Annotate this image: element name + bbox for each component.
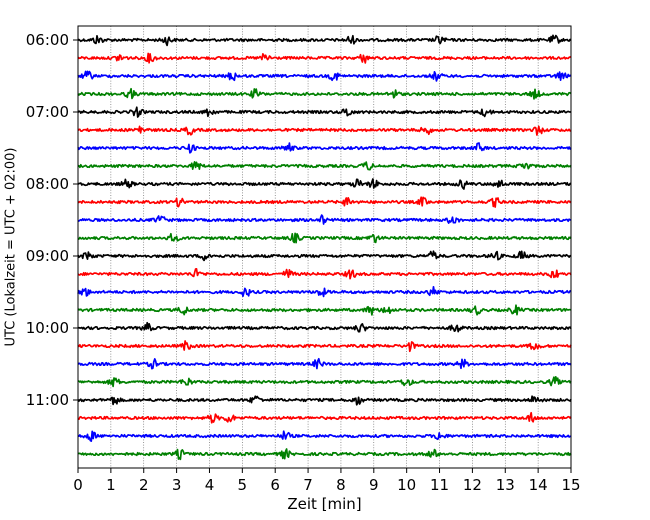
x-tick-label: 5 xyxy=(238,476,248,494)
x-tick-label: 10 xyxy=(397,476,416,494)
trace-1130 xyxy=(77,430,572,442)
y-tick-label: 11:00 xyxy=(26,391,69,409)
traces xyxy=(77,34,572,461)
x-tick-label: 7 xyxy=(303,476,313,494)
grid-lines xyxy=(110,26,539,468)
x-tick-label: 14 xyxy=(529,476,548,494)
trace-0715 xyxy=(77,125,572,136)
y-axis-label: UTC (Lokalzeit = UTC + 02:00) xyxy=(4,148,19,347)
y-axis: 06:00 07:00 08:00 09:00 10:00 11:00 xyxy=(26,31,78,409)
trace-0615 xyxy=(77,52,572,64)
trace-0945 xyxy=(77,304,572,316)
plot-frame xyxy=(77,25,572,469)
x-tick-label: 13 xyxy=(496,476,515,494)
trace-1045 xyxy=(77,376,572,388)
trace-0645 xyxy=(77,87,572,100)
x-tick-label: 15 xyxy=(561,476,580,494)
trace-0630 xyxy=(77,70,572,82)
y-tick-label: 09:00 xyxy=(26,247,69,265)
trace-1100 xyxy=(77,395,572,406)
trace-0815 xyxy=(77,196,572,208)
trace-1030 xyxy=(77,357,572,370)
x-tick-label: 6 xyxy=(270,476,280,494)
x-tick-label: 9 xyxy=(369,476,379,494)
x-tick-label: 12 xyxy=(463,476,482,494)
trace-0830 xyxy=(78,214,571,225)
trace-1000 xyxy=(77,321,572,333)
trace-0900 xyxy=(77,250,572,262)
trace-0915 xyxy=(77,268,572,280)
trace-0600 xyxy=(77,34,572,47)
x-axis: 0 1 2 3 4 5 6 7 8 9 10 11 12 13 14 15 xyxy=(73,468,581,494)
trace-1145 xyxy=(77,448,572,461)
x-axis-label: Zeit [min] xyxy=(287,495,361,513)
x-tick-label: 3 xyxy=(172,476,182,494)
trace-0930 xyxy=(77,285,572,298)
y-tick-label: 06:00 xyxy=(26,31,69,49)
trace-0800 xyxy=(77,178,572,190)
x-tick-label: 1 xyxy=(106,476,116,494)
y-tick-label: 10:00 xyxy=(26,319,69,337)
x-tick-label: 4 xyxy=(205,476,215,494)
y-tick-label: 08:00 xyxy=(26,175,69,193)
trace-0730 xyxy=(77,142,572,154)
x-tick-label: 8 xyxy=(336,476,346,494)
trace-0745 xyxy=(77,161,572,171)
x-tick-label: 11 xyxy=(430,476,449,494)
x-tick-label: 0 xyxy=(73,476,83,494)
trace-1115 xyxy=(77,411,572,424)
trace-0700 xyxy=(77,106,572,118)
x-tick-label: 2 xyxy=(139,476,149,494)
y-tick-label: 07:00 xyxy=(26,103,69,121)
trace-1015 xyxy=(77,340,572,353)
trace-0845 xyxy=(77,232,572,244)
